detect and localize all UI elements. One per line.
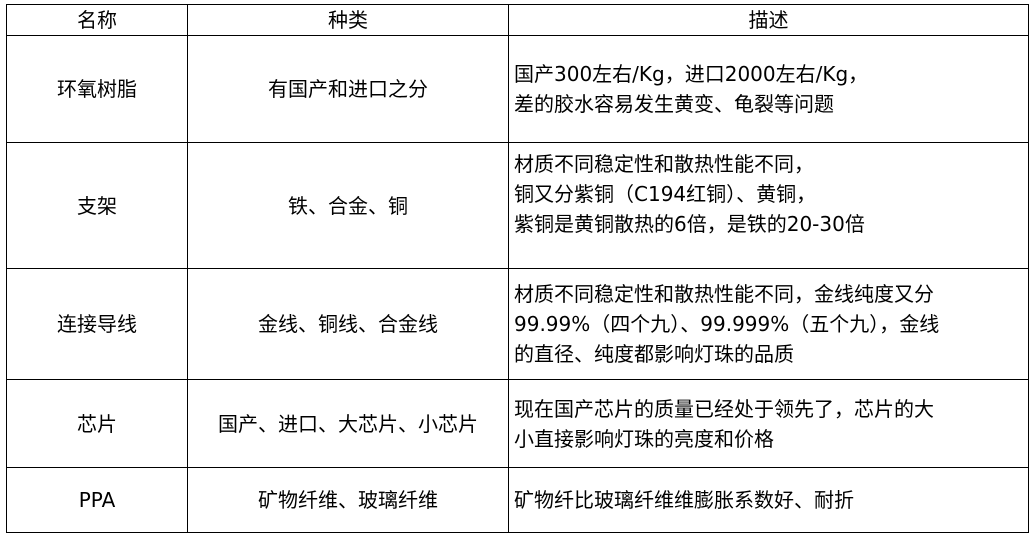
header-row: 名称 种类 描述 (6, 4, 1029, 36)
desc-line: 99.99%（四个九）、99.999%（五个九），金线 (514, 312, 940, 336)
cell-name: 连接导线 (6, 268, 188, 380)
desc-line: 的直径、纯度都影响灯珠的品质 (514, 342, 794, 366)
desc-line: 小直接影响灯珠的亮度和价格 (514, 426, 774, 451)
desc-line: 国产300左右/Kg，进口2000左右/Kg， (514, 62, 869, 86)
cell-name: 支架 (6, 142, 188, 269)
header-name: 名称 (6, 4, 188, 36)
desc-line: 材质不同稳定性和散热性能不同， (514, 152, 814, 176)
materials-table: 名称 种类 描述 环氧树脂 有国产和进口之分 国产300左右/Kg，进口2000… (6, 4, 1029, 533)
desc-line: 差的胶水容易发生黄变、龟裂等问题 (514, 92, 834, 116)
header-type: 种类 (187, 4, 509, 36)
cell-type: 有国产和进口之分 (187, 35, 509, 143)
table-row: 环氧树脂 有国产和进口之分 国产300左右/Kg，进口2000左右/Kg， 差的… (6, 35, 1029, 143)
desc-line: 铜又分紫铜（C194红铜）、黄铜， (514, 182, 817, 206)
table-row: 连接导线 金线、铜线、合金线 材质不同稳定性和散热性能不同，金线纯度又分 99.… (6, 268, 1029, 380)
table-row: PPA 矿物纤维、玻璃纤维 矿物纤比玻璃纤维维膨胀系数好、耐折 (6, 467, 1029, 533)
cell-type: 矿物纤维、玻璃纤维 (187, 467, 509, 533)
cell-type: 铁、合金、铜 (187, 142, 509, 269)
table-row: 芯片 国产、进口、大芯片、小芯片 现在国产芯片的质量已经处于领先了，芯片的大 小… (6, 379, 1029, 468)
cell-name: PPA (6, 467, 188, 533)
cell-desc: 材质不同稳定性和散热性能不同，金线纯度又分 99.99%（四个九）、99.999… (508, 268, 1029, 380)
cell-name: 芯片 (6, 379, 188, 468)
desc-line: 现在国产芯片的质量已经处于领先了，芯片的大 (514, 396, 934, 421)
cell-desc: 矿物纤比玻璃纤维维膨胀系数好、耐折 (508, 467, 1029, 533)
header-desc: 描述 (508, 4, 1029, 36)
cell-type: 国产、进口、大芯片、小芯片 (187, 379, 509, 468)
table-row: 支架 铁、合金、铜 材质不同稳定性和散热性能不同， 铜又分紫铜（C194红铜）、… (6, 142, 1029, 269)
cell-type: 金线、铜线、合金线 (187, 268, 509, 380)
cell-desc: 国产300左右/Kg，进口2000左右/Kg， 差的胶水容易发生黄变、龟裂等问题 (508, 35, 1029, 143)
cell-name: 环氧树脂 (6, 35, 188, 143)
desc-line: 紫铜是黄铜散热的6倍，是铁的20-30倍 (514, 212, 865, 236)
desc-line: 材质不同稳定性和散热性能不同，金线纯度又分 (514, 282, 934, 306)
cell-desc: 材质不同稳定性和散热性能不同， 铜又分紫铜（C194红铜）、黄铜， 紫铜是黄铜散… (508, 142, 1029, 269)
desc-line: 矿物纤比玻璃纤维维膨胀系数好、耐折 (514, 488, 854, 512)
cell-desc: 现在国产芯片的质量已经处于领先了，芯片的大 小直接影响灯珠的亮度和价格 (508, 379, 1029, 468)
